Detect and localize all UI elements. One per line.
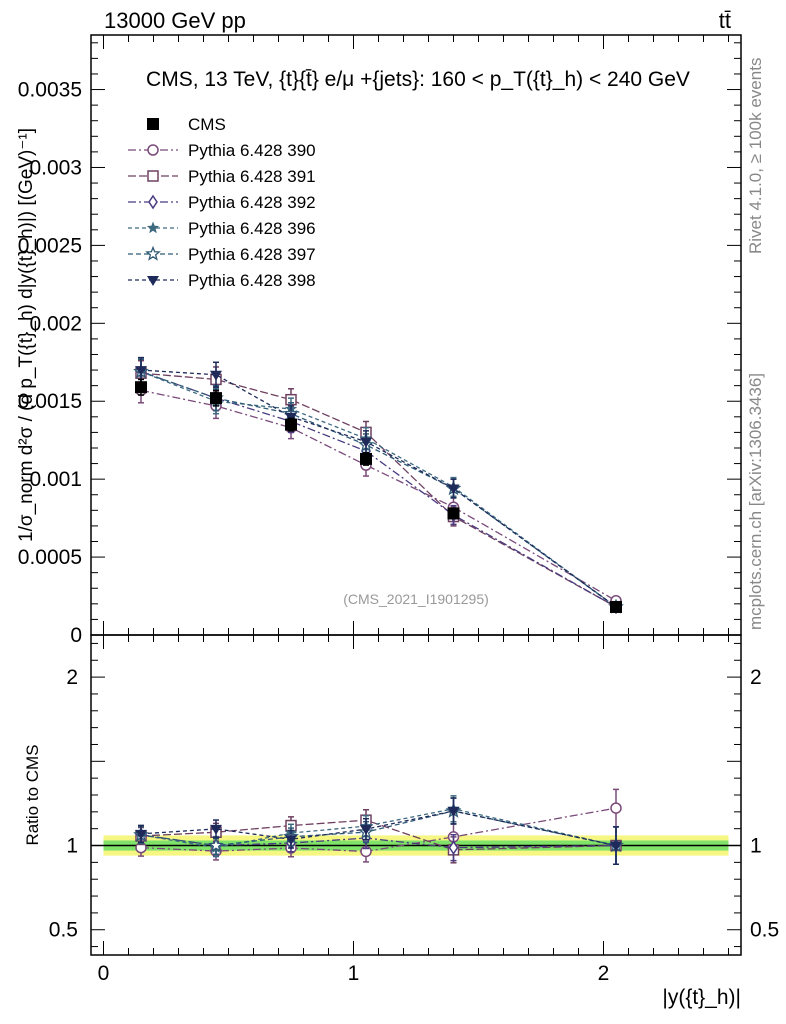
legend-marker [148,194,158,210]
y-tick-label: 0.0025 [18,234,82,257]
legend-entry: Pythia 6.428 390 [128,141,316,160]
cms-marker [210,392,222,405]
series-398-marker [135,366,147,377]
main-series [133,356,624,615]
series-390-line [140,389,617,602]
x-tick-label: 0 [98,962,110,985]
series-390-ratio-line [140,807,617,853]
legend-label: Pythia 6.428 398 [188,271,316,290]
series-390-ratio-marker [610,802,622,814]
header-process-label: tt̄ [719,8,731,33]
legend-entry: Pythia 6.428 396 [128,219,316,238]
legend-label: Pythia 6.428 396 [188,219,316,238]
series-397-main [133,358,624,614]
y-tick-label: 0 [70,624,82,647]
series-398-ratio-marker [210,824,222,835]
legend-entry: Pythia 6.428 398 [128,271,316,290]
ratio-tick-label-left: 0.5 [49,919,78,942]
y-tick-label: 0.0005 [18,546,82,569]
legend-marker [147,118,159,130]
cms-marker [360,452,372,465]
ratio-tick-label-left: 1 [66,835,78,858]
x-axis-label: |y({t}_h)| [662,986,741,1009]
plot-title: CMS, 13 TeV, {t}{t̄} e/μ +{jets}: 160 < … [146,68,690,91]
legend-label: Pythia 6.428 392 [188,193,316,212]
legend-entry: Pythia 6.428 391 [128,167,316,186]
series-396-ratio-line [140,808,617,849]
x-tick-label: 1 [348,962,360,985]
ratio-tick-label-right: 0.5 [750,919,779,942]
legend-marker [145,245,161,261]
y-tick-label: 0.002 [29,312,82,335]
series-397-ratio-marker [208,837,224,853]
header-energy-label: 13000 GeV pp [104,8,246,33]
legend-entry: Pythia 6.428 392 [128,193,316,212]
y-tick-label: 0.0035 [18,79,82,102]
series-398-ratio-marker [360,825,372,836]
axis-ticks: 0 1 2 0 0.0005 0.001 0.0015 0.002 0.0025 0.003 0.0… [18,35,779,985]
legend-label: CMS [188,115,226,134]
legend: CMS Pythia 6.428 390 Pythia 6.428 391 Pythi… [128,115,316,290]
ratio-tick-label-right: 1 [750,835,762,858]
series-398-marker [447,484,460,495]
series-398-ratio-marker [610,841,622,852]
y-tick-label: 0.001 [29,468,82,491]
cms-marker [285,418,297,431]
series-398-marker [210,370,222,381]
series-398-marker [360,437,372,448]
legend-marker [146,221,160,234]
legend-marker [147,170,159,182]
series-398-ratio-marker [135,829,147,840]
series-396-line [140,371,617,608]
series-391-line [140,372,617,608]
series-392-ratio-line [140,834,617,849]
legend-marker [147,276,159,286]
legend-entry: CMS [147,115,226,134]
cms-marker [135,381,147,394]
ratio-y-axis-label: Ratio to CMS [23,744,42,845]
series-398-ratio-line [140,810,617,847]
legend-marker [147,144,159,156]
legend-label: Pythia 6.428 390 [188,141,316,160]
y-tick-label: 0.003 [29,156,82,179]
series-391-ratio-line [140,819,617,851]
x-tick-label: 2 [598,962,610,985]
ratio-series [133,788,624,865]
analysis-watermark: (CMS_2021_I1901295) [343,591,489,607]
legend-label: Pythia 6.428 391 [188,167,316,186]
y-tick-label: 0.0015 [18,390,82,413]
series-398-ratio-marker [285,835,297,846]
rivet-version-label: Rivet 4.1.0, ≥ 100k events [746,58,765,254]
series-390-main [135,377,622,607]
cms-data-points [135,378,622,613]
cms-marker [610,600,622,613]
ratio-tick-label-right: 2 [750,666,762,689]
mcplots-label: mcplots.cern.ch [arXiv:1306.3436] [746,373,765,630]
legend-entry: Pythia 6.428 397 [128,245,316,264]
series-398-line [140,369,617,608]
series-398-ratio [135,797,622,865]
series-396-main [134,358,623,613]
series-398-ratio-marker [447,806,460,817]
ratio-panel-frame [90,634,742,956]
ratio-tick-label-left: 2 [66,666,78,689]
series-392-ratio-marker [448,840,459,856]
series-392-main [136,358,621,615]
cms-marker [447,507,460,520]
legend-label: Pythia 6.428 397 [188,245,316,264]
y-axis-label: 1/σ_norm d²σ / (d p_T({t}_h) d|y({t}_h)|… [16,128,37,542]
